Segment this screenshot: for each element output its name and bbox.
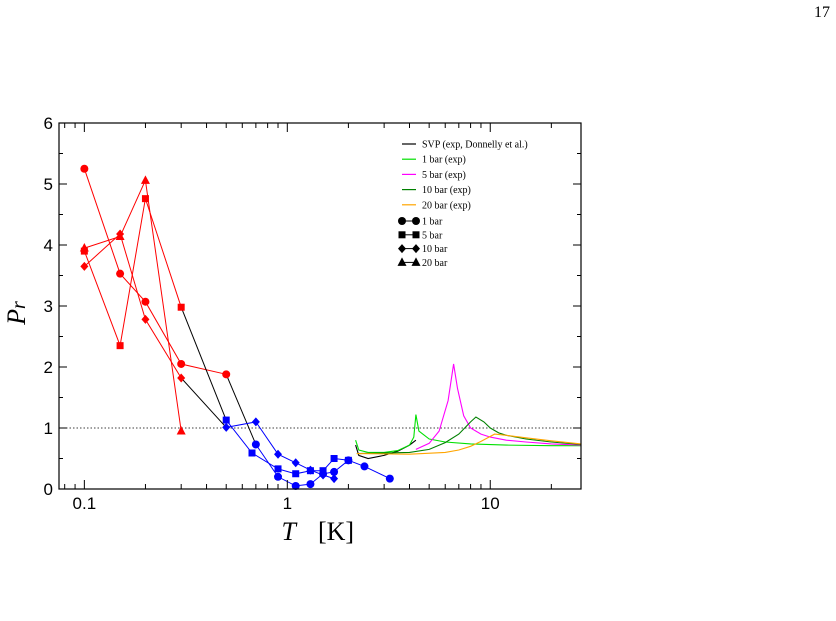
legend-marker-symbol xyxy=(398,217,406,225)
legend-marker-label: 5 bar xyxy=(422,230,443,241)
sim-point-5-bar xyxy=(292,470,300,478)
sim-point-5-bar xyxy=(344,456,352,464)
legend-line-label: 5 bar (exp) xyxy=(422,170,466,181)
exp-curve-svp xyxy=(355,439,417,460)
page-number: 17 xyxy=(814,4,830,21)
sim-point-10-bar xyxy=(177,373,186,383)
sim-line-low-10-bar xyxy=(84,233,182,379)
y-tick-label: 5 xyxy=(44,175,53,194)
sim-bridge-5-bar xyxy=(180,307,227,421)
sim-point-1-bar xyxy=(330,467,339,476)
legend-marker-label: 1 bar xyxy=(422,217,443,228)
legend-line-label: SVP (exp, Donnelly et al.) xyxy=(422,140,528,151)
sim-point-20-bar xyxy=(115,231,125,240)
exp-curve-1-bar xyxy=(355,414,581,453)
sim-point-1-bar xyxy=(80,164,89,173)
simulation-series-group xyxy=(79,164,394,490)
x-tick-label: 1 xyxy=(283,494,292,513)
sim-point-1-bar xyxy=(177,359,186,368)
sim-point-10-bar xyxy=(251,417,260,427)
sim-point-10-bar xyxy=(274,449,283,459)
legend-marker-symbol xyxy=(412,217,420,225)
sim-point-5-bar xyxy=(177,303,185,311)
axis-labels-group: T [K] Pr xyxy=(2,301,354,546)
sim-point-1-bar xyxy=(385,474,394,483)
y-axis-label: Pr xyxy=(2,301,31,326)
y-axis-label-sub: r xyxy=(8,301,30,309)
sim-point-5-bar xyxy=(274,465,282,473)
experimental-curves-group xyxy=(355,363,581,460)
x-axis-label-unit: [K] xyxy=(318,517,354,546)
sim-point-1-bar xyxy=(141,297,150,306)
x-tick-label: 10 xyxy=(481,494,500,513)
legend-marker-symbol xyxy=(412,231,420,239)
sim-point-5-bar xyxy=(141,195,149,203)
sim-point-10-bar xyxy=(222,422,231,432)
y-tick-label: 1 xyxy=(44,419,53,438)
sim-point-1-bar xyxy=(274,472,283,481)
axes-group: 0 1 2 3 4 5 6 0.1 1 10 xyxy=(44,114,582,513)
sim-point-1-bar xyxy=(251,440,260,449)
exp-curve-20-bar xyxy=(356,433,581,455)
sim-point-20-bar xyxy=(79,243,89,252)
y-tick-label: 2 xyxy=(44,358,53,377)
legend-line-label: 1 bar (exp) xyxy=(422,155,466,166)
x-tick-label: 0.1 xyxy=(73,494,97,513)
legend-marker-label: 20 bar xyxy=(422,258,448,269)
legend-marker-symbol xyxy=(412,244,420,254)
sim-point-10-bar xyxy=(306,465,315,475)
sim-point-5-bar xyxy=(222,416,230,424)
sim-point-10-bar xyxy=(141,314,150,324)
sim-bridge-1-bar xyxy=(225,374,257,445)
sim-point-10-bar xyxy=(80,261,89,271)
legend-marker-symbol xyxy=(397,257,407,266)
sim-point-1-bar xyxy=(116,269,125,278)
legend-marker-symbol xyxy=(398,231,406,239)
exp-curve-5-bar xyxy=(415,363,581,450)
sim-point-1-bar xyxy=(291,481,300,490)
legend-line-label: 20 bar (exp) xyxy=(422,200,471,211)
sim-point-1-bar xyxy=(222,370,231,379)
sim-point-5-bar xyxy=(248,449,256,457)
legend: SVP (exp, Donnelly et al.) 1 bar (exp) 5 b… xyxy=(397,140,528,269)
sim-line-low-20-bar xyxy=(84,178,182,432)
sim-point-20-bar xyxy=(176,426,186,435)
sim-bridge-10-bar xyxy=(180,377,227,428)
legend-marker-label: 10 bar xyxy=(422,244,448,255)
sim-point-10-bar xyxy=(291,458,300,468)
sim-point-5-bar xyxy=(330,455,338,462)
sim-point-10-bar xyxy=(319,470,328,480)
sim-point-1-bar xyxy=(360,462,369,471)
y-tick-label: 4 xyxy=(44,236,53,255)
y-tick-label: 3 xyxy=(44,297,53,316)
exp-curve-10-bar xyxy=(356,416,581,455)
y-tick-label: 6 xyxy=(44,114,53,133)
legend-line-label: 10 bar (exp) xyxy=(422,185,471,196)
sim-line-low-5-bar xyxy=(83,198,182,348)
legend-marker-symbol xyxy=(411,257,421,266)
sim-point-20-bar xyxy=(140,175,150,184)
sim-point-10-bar xyxy=(330,474,339,484)
y-tick-label: 0 xyxy=(44,480,53,499)
sim-point-5-bar xyxy=(116,342,124,350)
y-axis-label-main: P xyxy=(2,309,31,326)
sim-point-1-bar xyxy=(306,480,315,489)
x-axis-label-symbol: T xyxy=(282,517,298,546)
legend-marker-symbol xyxy=(398,244,406,254)
sim-line-low-1-bar xyxy=(83,168,227,375)
